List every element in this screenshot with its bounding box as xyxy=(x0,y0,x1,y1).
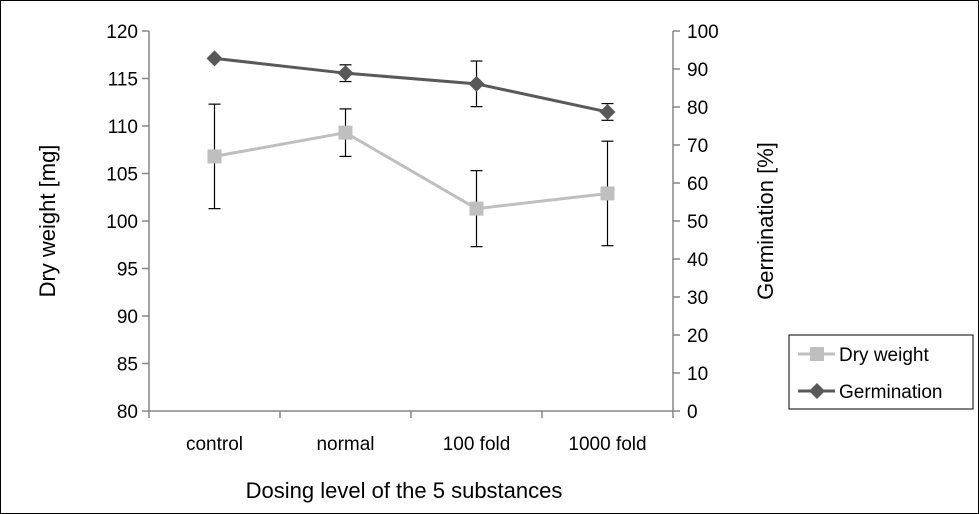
x-tick-label: control xyxy=(186,434,243,455)
left-y-tick-label: 120 xyxy=(106,22,138,43)
data-point xyxy=(207,149,222,164)
right-y-tick-label: 100 xyxy=(687,22,719,43)
data-point xyxy=(599,103,616,120)
left-y-tick-label: 100 xyxy=(106,212,138,233)
data-point xyxy=(337,65,354,82)
right-y-tick-label: 80 xyxy=(687,98,708,119)
right-y-tick-label: 50 xyxy=(687,212,708,233)
series-dry-weight xyxy=(207,103,615,248)
x-tick-label: normal xyxy=(316,434,374,455)
x-ticks: control normal 100 fold 1000 fold xyxy=(148,411,674,455)
x-axis-title: Dosing level of the 5 substances xyxy=(246,478,563,503)
right-y-tick-label: 20 xyxy=(687,326,708,347)
series-germination xyxy=(206,50,616,121)
x-tick-label: 100 fold xyxy=(443,434,511,455)
series-line-dry-weight xyxy=(214,131,608,211)
right-y-axis-title: Germination [%] xyxy=(753,142,778,300)
left-y-tick-label: 95 xyxy=(117,260,138,281)
data-point xyxy=(338,125,353,140)
right-y-tick-label: 60 xyxy=(687,174,708,195)
left-y-axis-title: Dry weight [mg] xyxy=(35,145,60,298)
legend-marker-germination xyxy=(809,383,825,399)
legend-label-dry-weight: Dry weight xyxy=(839,345,929,366)
data-point xyxy=(600,186,615,201)
legend-label-germination: Germination xyxy=(839,382,943,403)
left-y-tick-label: 90 xyxy=(117,307,138,328)
legend-marker-dry-weight xyxy=(810,347,824,361)
left-y-ticks: 80 85 90 95 100 105 110 115 120 xyxy=(106,22,149,423)
data-point xyxy=(206,50,223,67)
legend: Dry weight Germination xyxy=(788,334,974,410)
left-y-tick-label: 110 xyxy=(108,117,138,138)
right-y-tick-label: 0 xyxy=(687,402,698,423)
left-y-tick-label: 80 xyxy=(117,402,138,423)
right-y-tick-label: 90 xyxy=(687,60,708,81)
left-y-tick-label: 85 xyxy=(117,355,138,376)
right-y-ticks: 0 10 20 30 40 50 60 70 80 90 100 xyxy=(673,22,719,423)
right-y-tick-label: 40 xyxy=(687,250,708,271)
right-y-tick-label: 30 xyxy=(687,288,708,309)
left-y-tick-label: 115 xyxy=(108,70,138,91)
left-y-tick-label: 105 xyxy=(106,165,138,186)
series-line-germination xyxy=(214,56,608,114)
x-tick-label: 1000 fold xyxy=(568,434,646,455)
right-y-tick-label: 70 xyxy=(687,136,708,157)
axes xyxy=(148,31,674,412)
data-point xyxy=(468,75,485,92)
right-y-tick-label: 10 xyxy=(687,364,708,385)
series-layer xyxy=(206,50,616,248)
data-point xyxy=(469,201,484,216)
